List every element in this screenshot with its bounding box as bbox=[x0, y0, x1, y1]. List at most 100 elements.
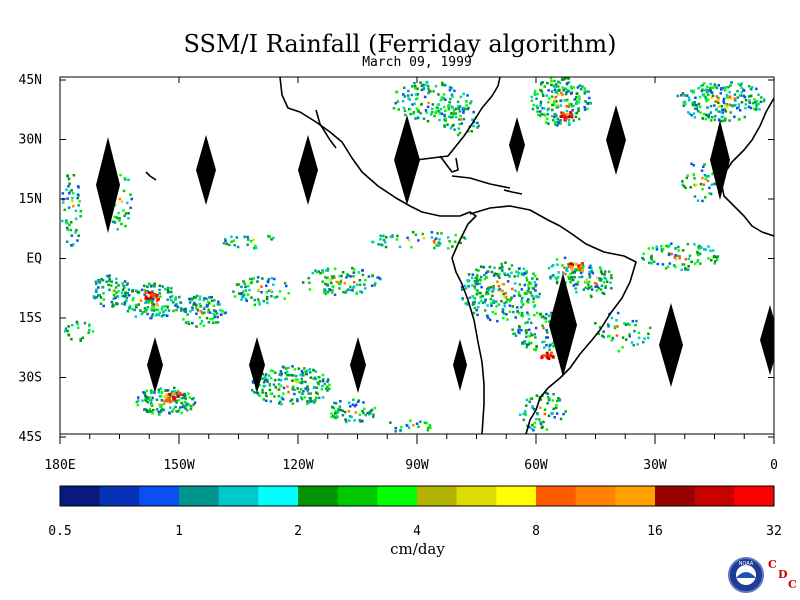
rain-pixel bbox=[530, 427, 534, 430]
rain-pixel bbox=[565, 109, 569, 113]
rain-pixel bbox=[556, 263, 559, 266]
rain-pixel bbox=[458, 131, 462, 135]
rain-pixel bbox=[307, 276, 310, 280]
rain-pixel bbox=[155, 299, 159, 303]
rain-pixel bbox=[677, 245, 680, 249]
rain-pixel bbox=[415, 422, 419, 425]
rain-pixel bbox=[127, 307, 131, 310]
rain-pixel bbox=[411, 103, 414, 106]
colorbar-tick-label: 2 bbox=[294, 524, 302, 539]
rain-pixel bbox=[289, 374, 292, 377]
rain-pixel bbox=[436, 103, 439, 106]
rain-pixel bbox=[207, 310, 210, 314]
rain-pixel bbox=[626, 322, 629, 326]
rain-pixel bbox=[532, 297, 535, 300]
rain-pixel bbox=[513, 332, 516, 335]
rain-pixel bbox=[143, 408, 146, 411]
rain-pixel bbox=[394, 102, 397, 105]
rain-pixel bbox=[352, 398, 355, 401]
rain-pixel bbox=[115, 291, 118, 294]
rain-pixel bbox=[367, 275, 371, 278]
rain-pixel bbox=[146, 305, 150, 309]
rain-pixel bbox=[701, 93, 705, 96]
rain-pixel bbox=[68, 190, 72, 194]
rain-pixel bbox=[562, 78, 565, 81]
rain-pixel bbox=[74, 231, 77, 234]
rain-pixel bbox=[328, 383, 331, 387]
rain-pixel bbox=[205, 297, 208, 301]
rain-pixel bbox=[721, 111, 724, 114]
rain-pixel bbox=[610, 316, 614, 320]
rain-pixel bbox=[547, 89, 550, 92]
rain-pixel bbox=[545, 343, 548, 347]
rain-pixel bbox=[263, 379, 267, 382]
rain-pixel bbox=[262, 381, 266, 384]
rain-pixel bbox=[497, 274, 500, 278]
rain-pixel bbox=[719, 92, 722, 95]
rain-pixel bbox=[504, 261, 507, 264]
rain-pixel bbox=[72, 192, 75, 195]
rain-pixel bbox=[678, 255, 681, 258]
rain-pixel bbox=[472, 110, 475, 114]
rain-pixel bbox=[110, 280, 113, 283]
rain-pixel bbox=[525, 398, 529, 402]
rain-pixel bbox=[687, 96, 691, 100]
rain-pixel bbox=[277, 378, 281, 381]
rain-pixel bbox=[327, 378, 330, 381]
rain-pixel bbox=[588, 276, 592, 279]
rain-pixel bbox=[195, 312, 198, 315]
rain-pixel bbox=[471, 273, 475, 276]
rain-pixel bbox=[171, 410, 174, 413]
rain-pixel bbox=[719, 119, 723, 123]
rain-pixel bbox=[176, 394, 180, 398]
rain-pixel bbox=[599, 279, 602, 282]
rain-pixel bbox=[475, 282, 479, 286]
rain-pixel bbox=[491, 311, 495, 314]
rain-pixel bbox=[360, 291, 364, 294]
rain-pixel bbox=[79, 338, 82, 341]
rain-pixel bbox=[475, 279, 479, 282]
rain-pixel bbox=[650, 262, 653, 265]
colorbar-swatch bbox=[218, 486, 259, 506]
coast-south-america bbox=[451, 205, 637, 434]
rain-pixel bbox=[467, 130, 470, 133]
rain-pixel bbox=[63, 208, 66, 212]
rain-pixel bbox=[261, 391, 264, 394]
rain-pixel bbox=[252, 246, 256, 250]
rain-pixel bbox=[508, 267, 511, 271]
rain-pixel bbox=[572, 86, 575, 89]
rain-pixel bbox=[364, 278, 367, 282]
rain-pixel bbox=[174, 298, 177, 301]
rain-pixel bbox=[724, 118, 727, 121]
rain-pixel bbox=[337, 408, 340, 411]
rain-pixel bbox=[453, 89, 456, 93]
rain-pixel bbox=[449, 97, 452, 101]
rain-pixel bbox=[628, 323, 631, 326]
colorbar-units: cm/day bbox=[390, 540, 445, 558]
rain-pixel bbox=[291, 385, 295, 389]
rain-pixel bbox=[576, 268, 579, 271]
rain-pixel bbox=[476, 121, 479, 125]
rain-pixel bbox=[172, 407, 175, 411]
rain-pixel bbox=[421, 83, 425, 87]
rain-pixel bbox=[160, 391, 164, 395]
rain-pixel bbox=[136, 291, 140, 294]
rain-pixel bbox=[722, 99, 725, 103]
rain-pixel bbox=[407, 97, 410, 100]
rain-pixel bbox=[717, 97, 720, 100]
rain-pixel bbox=[114, 286, 118, 289]
rain-pixel bbox=[450, 93, 454, 96]
rain-pixel bbox=[501, 282, 504, 286]
rain-pixel bbox=[101, 279, 105, 282]
rain-pixel bbox=[532, 300, 535, 304]
rain-pixel bbox=[293, 388, 296, 392]
rain-pixel bbox=[316, 392, 319, 396]
rain-pixel bbox=[127, 178, 130, 182]
lat-label: 15N bbox=[19, 192, 42, 207]
rain-pixel bbox=[186, 313, 189, 316]
rain-pixel bbox=[551, 399, 555, 402]
rain-pixel bbox=[256, 276, 260, 279]
rain-pixel bbox=[157, 313, 160, 316]
rain-pixel bbox=[617, 349, 620, 353]
rain-pixel bbox=[250, 296, 253, 299]
